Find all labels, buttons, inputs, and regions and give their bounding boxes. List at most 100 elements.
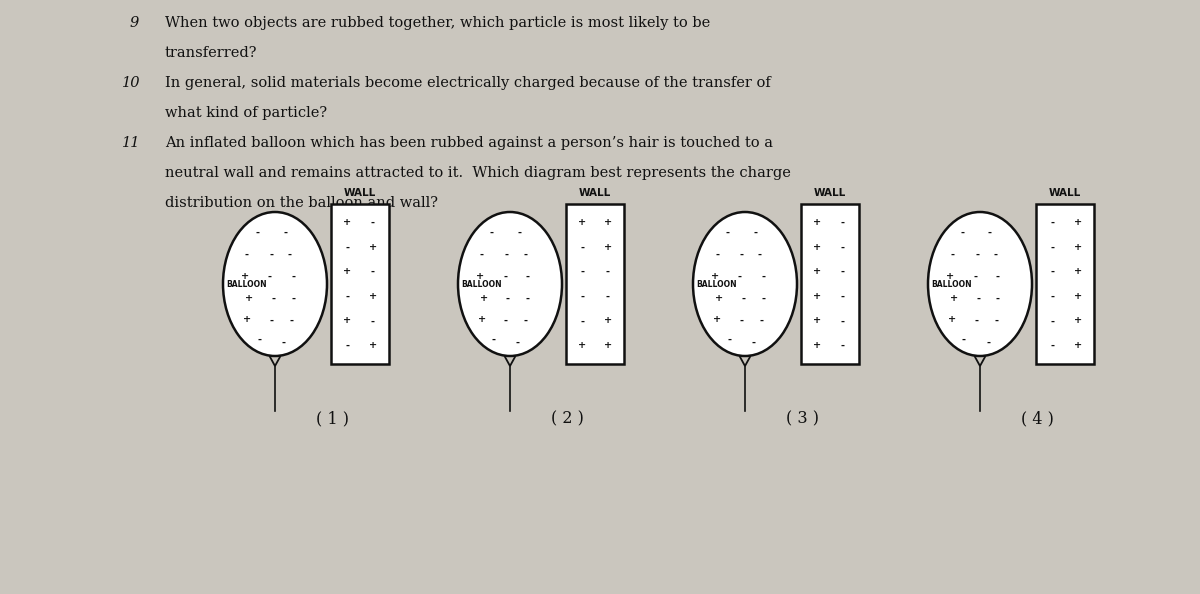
Text: +: + — [1074, 292, 1082, 301]
Text: +: + — [1074, 267, 1082, 276]
Text: WALL: WALL — [1049, 188, 1081, 198]
Text: +: + — [710, 271, 719, 280]
Ellipse shape — [694, 212, 797, 356]
Text: -: - — [1050, 292, 1055, 301]
Text: ( 1 ): ( 1 ) — [316, 410, 348, 428]
Text: -: - — [841, 267, 845, 276]
Ellipse shape — [928, 212, 1032, 356]
Text: +: + — [814, 317, 821, 326]
Text: +: + — [814, 242, 821, 252]
Text: -: - — [283, 228, 287, 236]
Text: -: - — [371, 317, 374, 326]
Text: -: - — [841, 341, 845, 350]
Text: +: + — [242, 315, 251, 324]
Text: -: - — [526, 293, 530, 302]
Text: distribution on the balloon and wall?: distribution on the balloon and wall? — [166, 196, 438, 210]
Text: BALLOON: BALLOON — [226, 280, 266, 289]
Text: +: + — [245, 293, 253, 302]
Text: -: - — [738, 271, 742, 280]
Text: -: - — [740, 249, 744, 258]
Text: WALL: WALL — [344, 188, 376, 198]
Text: +: + — [713, 315, 721, 324]
Text: -: - — [268, 271, 272, 280]
Text: -: - — [346, 292, 349, 301]
Bar — [566, 204, 624, 364]
Text: -: - — [973, 271, 977, 280]
Text: -: - — [739, 315, 743, 324]
Text: +: + — [241, 271, 250, 280]
Text: In general, solid materials become electrically charged because of the transfer : In general, solid materials become elect… — [166, 76, 770, 90]
Text: +: + — [604, 242, 612, 252]
Text: -: - — [742, 293, 745, 302]
Text: -: - — [271, 293, 275, 302]
Text: +: + — [368, 341, 377, 350]
Text: -: - — [581, 292, 584, 301]
Text: +: + — [1074, 317, 1082, 326]
Text: -: - — [606, 267, 610, 276]
Text: -: - — [371, 218, 374, 227]
Ellipse shape — [458, 212, 562, 356]
Text: -: - — [281, 337, 286, 346]
Text: -: - — [841, 292, 845, 301]
Text: +: + — [715, 293, 724, 302]
Text: An inflated balloon which has been rubbed against a person’s hair is touched to : An inflated balloon which has been rubbe… — [166, 136, 773, 150]
Text: +: + — [946, 271, 954, 280]
Text: -: - — [761, 271, 766, 280]
Text: -: - — [288, 249, 292, 258]
Text: -: - — [1050, 317, 1055, 326]
Text: -: - — [761, 293, 766, 302]
Text: -: - — [518, 228, 522, 236]
Text: +: + — [948, 315, 956, 324]
Text: -: - — [292, 293, 295, 302]
Text: +: + — [814, 341, 821, 350]
Text: -: - — [581, 317, 584, 326]
Text: +: + — [1074, 218, 1082, 227]
Text: BALLOON: BALLOON — [931, 280, 972, 289]
Text: -: - — [841, 317, 845, 326]
Text: 11: 11 — [122, 136, 140, 150]
Text: -: - — [526, 271, 530, 280]
Text: -: - — [1050, 242, 1055, 252]
Text: -: - — [269, 315, 274, 324]
Text: +: + — [368, 292, 377, 301]
Text: +: + — [1074, 242, 1082, 252]
Text: +: + — [478, 315, 486, 324]
Text: BALLOON: BALLOON — [696, 280, 737, 289]
Text: -: - — [346, 341, 349, 350]
Text: +: + — [343, 267, 352, 276]
Text: -: - — [988, 228, 992, 236]
Text: -: - — [506, 293, 510, 302]
Text: +: + — [814, 267, 821, 276]
Text: neutral wall and remains attracted to it.  Which diagram best represents the cha: neutral wall and remains attracted to it… — [166, 166, 791, 180]
Text: -: - — [986, 337, 990, 346]
Text: -: - — [1050, 267, 1055, 276]
Text: -: - — [505, 249, 509, 258]
Text: -: - — [270, 249, 274, 258]
Text: -: - — [289, 315, 293, 324]
Text: -: - — [480, 249, 484, 258]
Text: +: + — [343, 317, 352, 326]
Text: -: - — [994, 315, 998, 324]
Text: transferred?: transferred? — [166, 46, 258, 60]
Text: +: + — [604, 317, 612, 326]
Text: BALLOON: BALLOON — [461, 280, 502, 289]
Text: -: - — [503, 271, 508, 280]
Text: +: + — [814, 218, 821, 227]
Ellipse shape — [223, 212, 326, 356]
Text: -: - — [727, 334, 731, 343]
Text: -: - — [976, 293, 980, 302]
Text: +: + — [814, 292, 821, 301]
Text: +: + — [604, 341, 612, 350]
Text: -: - — [754, 228, 757, 236]
Text: +: + — [578, 218, 587, 227]
Text: -: - — [760, 315, 763, 324]
Text: -: - — [346, 242, 349, 252]
Text: -: - — [257, 334, 262, 343]
Text: -: - — [490, 228, 494, 236]
Text: -: - — [524, 315, 528, 324]
Bar — [331, 204, 389, 364]
Text: +: + — [343, 218, 352, 227]
Text: +: + — [476, 271, 484, 280]
Text: -: - — [516, 337, 520, 346]
Text: WALL: WALL — [578, 188, 611, 198]
